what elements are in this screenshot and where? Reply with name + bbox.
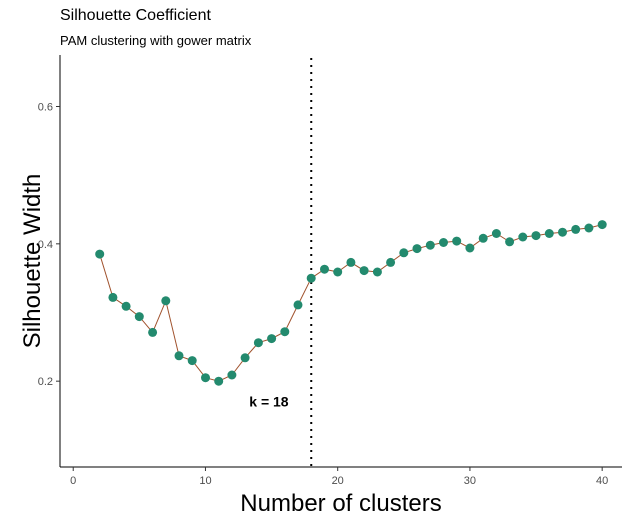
- data-point: [174, 351, 184, 361]
- optimal-k-label: k = 18: [249, 394, 289, 410]
- data-point: [478, 233, 488, 243]
- data-point: [465, 243, 475, 253]
- data-point: [491, 229, 501, 238]
- data-point: [518, 232, 528, 242]
- data-point: [505, 237, 515, 247]
- data-point: [214, 376, 224, 386]
- x-tick-label: 0: [70, 475, 76, 487]
- data-point: [346, 257, 356, 267]
- y-ticks: 0.2 0.4 0.6: [38, 102, 60, 388]
- data-point: [399, 248, 409, 258]
- data-point: [161, 296, 171, 306]
- x-tick-label: 10: [199, 475, 211, 487]
- data-point: [227, 370, 237, 380]
- data-point: [571, 224, 581, 234]
- x-axis-title: Number of clusters: [240, 490, 441, 517]
- data-point: [333, 267, 343, 277]
- data-point: [597, 220, 607, 230]
- data-point: [425, 240, 435, 250]
- data-point: [134, 312, 144, 322]
- y-tick-label: 0.6: [38, 102, 53, 114]
- series-points: [95, 220, 607, 386]
- data-point: [372, 267, 382, 277]
- data-point: [201, 373, 210, 383]
- data-point: [267, 334, 277, 344]
- data-point: [544, 229, 554, 238]
- data-point: [320, 264, 329, 274]
- data-point: [148, 327, 158, 337]
- data-point: [531, 231, 541, 241]
- data-point: [280, 327, 290, 337]
- data-point: [452, 236, 462, 246]
- data-point: [240, 353, 250, 363]
- y-tick-label: 0.4: [38, 239, 53, 251]
- data-point: [584, 223, 594, 233]
- data-point: [412, 244, 422, 254]
- x-ticks: 0 10 20 30 40: [70, 467, 608, 487]
- data-point: [108, 292, 118, 302]
- data-point: [293, 300, 303, 310]
- data-point: [439, 238, 448, 247]
- data-point: [306, 273, 316, 283]
- axes: [59, 55, 622, 468]
- data-point: [386, 257, 396, 267]
- data-point: [121, 301, 131, 311]
- y-tick-label: 0.2: [38, 376, 53, 388]
- x-tick-label: 20: [332, 475, 344, 487]
- chart-title: Silhouette Coefficient: [60, 7, 211, 24]
- data-point: [187, 356, 197, 366]
- x-tick-label: 30: [464, 475, 476, 487]
- data-point: [558, 227, 567, 237]
- y-axis-title: Silhouette Width: [19, 174, 46, 349]
- x-tick-label: 40: [596, 475, 608, 487]
- data-point: [253, 338, 263, 348]
- chart-subtitle: PAM clustering with gower matrix: [60, 33, 252, 48]
- data-point: [95, 249, 105, 259]
- data-point: [359, 266, 369, 276]
